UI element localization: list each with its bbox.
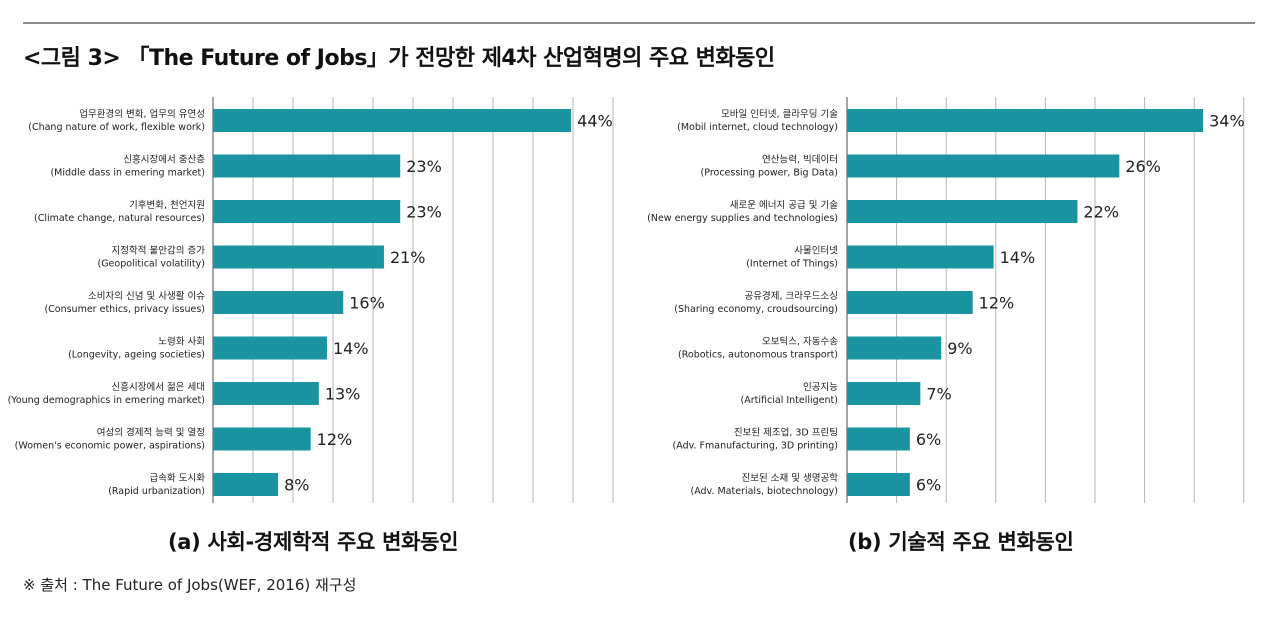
chart-b-bar: [847, 200, 1078, 223]
chart-a-bar: [213, 427, 311, 451]
chart-b-bar: [847, 473, 910, 496]
chart-b-category-label-en: (Internet of Things): [746, 259, 838, 270]
chart-b-subtitle: (b) 기술적 주요 변화동인: [848, 530, 1074, 554]
chart-b-value-label: 12%: [979, 294, 1015, 313]
chart-b-bar: [847, 382, 921, 405]
chart-b-value-label: 26%: [1125, 157, 1161, 176]
chart-b-category-label-en: (Adv. Materials, biotechnology): [690, 486, 838, 497]
chart-b-value-label: 6%: [916, 476, 941, 495]
chart-a-category-label-en: (Chang nature of work, flexible work): [28, 122, 205, 133]
chart-b-category-label-en: (Artificial Intelligent): [741, 395, 838, 406]
chart-a-category-label-ko: 노령화 사회: [158, 336, 205, 348]
chart-b-value-label: 22%: [1083, 203, 1119, 222]
chart-b-bar: [847, 245, 994, 269]
chart-a-category-label-ko: 신흥시장에서 중산층: [123, 154, 205, 166]
chart-a-bar: [213, 200, 401, 223]
chart-a-category-label-en: (Middle dass in emering market): [50, 168, 205, 179]
chart-a-category-label-ko: 소비자의 신념 및 사생활 이슈: [88, 290, 205, 302]
chart-a-bar: [213, 109, 572, 132]
chart-b-value-label: 6%: [916, 430, 941, 449]
source-note: ※ 출처 : The Future of Jobs(WEF, 2016) 재구성: [23, 576, 357, 594]
chart-b-category-label-ko: 모바일 인터넷, 클라우딩 기술: [721, 109, 838, 120]
chart-a-value-label: 44%: [577, 112, 613, 131]
figure-title: <그림 3> 「The Future of Jobs」가 전망한 제4차 산업혁…: [23, 46, 775, 71]
chart-a-bar: [213, 473, 279, 496]
chart-a-category-label-ko: 지정학적 불안감의 증가: [112, 245, 206, 257]
chart-a-category-label-ko: 여성의 경제적 능력 및 열정: [97, 427, 205, 439]
chart-b-category-label-en: (New energy supplies and technologies): [647, 213, 838, 224]
chart-b-category-label-ko: 진보된 소재 및 생명공학: [742, 472, 839, 484]
chart-a-category-label-en: (Women's economic power, aspirations): [15, 441, 205, 452]
chart-b-category-label-ko: 진보된 제조업, 3D 프린팅: [734, 427, 838, 439]
chart-b-category-label-ko: 연산능력, 빅데이터: [762, 154, 838, 166]
chart-a-value-label: 14%: [333, 339, 369, 358]
chart-b-category-label-en: (Mobil internet, cloud technology): [677, 122, 838, 133]
chart-a-value-label: 21%: [390, 248, 426, 267]
chart-a-value-label: 23%: [406, 157, 442, 176]
chart-b-bar: [847, 154, 1120, 178]
chart-b-value-label: 14%: [1000, 248, 1036, 267]
chart-a-category-label-en: (Rapid urbanization): [108, 486, 205, 497]
chart-a-category-label-en: (Geopolitical volatility): [97, 259, 205, 270]
chart-b-category-label-ko: 공유경제, 크라우드소싱: [745, 290, 838, 302]
chart-a-category-label-en: (Longevity, ageing societies): [68, 350, 205, 361]
chart-b-category-label-en: (Robotics, autonomous transport): [678, 350, 838, 361]
chart-a-category-label-en: (Climate change, natural resources): [34, 213, 205, 224]
chart-a-bar: [213, 245, 384, 269]
chart-a-value-label: 16%: [349, 294, 385, 313]
chart-a-category-label-ko: 급속화 도시화: [150, 473, 206, 484]
chart-b-bar: [847, 336, 942, 360]
chart-b-category-label-ko: 인공지능: [803, 382, 838, 393]
chart-b-value-label: 9%: [947, 339, 972, 358]
chart-b-bar: [847, 109, 1204, 132]
chart-a-category-label-ko: 업무환경의 변화, 업무의 유연성: [79, 108, 205, 120]
chart-a-value-label: 13%: [325, 385, 361, 404]
chart-a-value-label: 12%: [317, 430, 353, 449]
chart-b-bar: [847, 291, 973, 314]
chart-a-bar: [213, 382, 319, 405]
chart-b-category-label-ko: 사물인터넷: [794, 246, 838, 257]
chart-b-category-label-en: (Adv. Fmanufacturing, 3D printing): [673, 441, 838, 452]
chart-b-category-label-en: (Processing power, Big Data): [701, 168, 838, 179]
chart-a-category-label-en: (Young demographics in emering market): [8, 395, 205, 406]
chart-a-value-label: 8%: [284, 476, 309, 495]
chart-b-value-label: 7%: [926, 385, 951, 404]
chart-a-value-label: 23%: [406, 203, 442, 222]
chart-a-subtitle: (a) 사회-경제학적 주요 변화동인: [168, 530, 459, 554]
chart-b-category-label-ko: 오보틱스, 자동수송: [762, 336, 838, 348]
chart-a-bar: [213, 154, 401, 178]
top-rule: [23, 22, 1255, 24]
chart-a-category-label-ko: 신흥시장에서 젊은 세대: [112, 381, 205, 393]
chart-a-bar: [213, 291, 344, 314]
chart-a-bar: [213, 336, 327, 360]
chart-a-category-label-en: (Consumer ethics, privacy issues): [44, 304, 205, 315]
chart-b-value-label: 34%: [1209, 112, 1245, 131]
chart-b-category-label-en: (Sharing economy, croudsourcing): [674, 304, 838, 315]
chart-b-bar: [847, 427, 910, 451]
chart-a-category-label-ko: 기후변화, 천언지원: [129, 199, 205, 211]
chart-b-category-label-ko: 새로운 에너지 공급 및 기술: [730, 199, 838, 211]
